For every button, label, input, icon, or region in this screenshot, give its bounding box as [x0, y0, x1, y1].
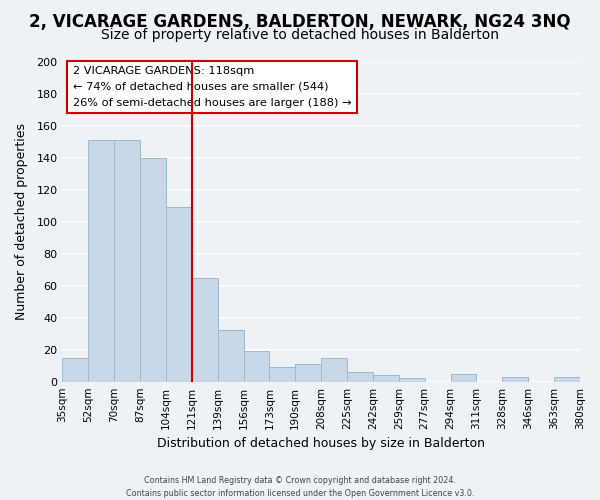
Bar: [502, 377, 528, 382]
Bar: [192, 278, 218, 382]
Text: 2, VICARAGE GARDENS, BALDERTON, NEWARK, NG24 3NQ: 2, VICARAGE GARDENS, BALDERTON, NEWARK, …: [29, 12, 571, 30]
X-axis label: Distribution of detached houses by size in Balderton: Distribution of detached houses by size …: [157, 437, 485, 450]
Bar: [295, 364, 321, 382]
Bar: [347, 372, 373, 382]
Bar: [114, 140, 140, 382]
Bar: [218, 330, 244, 382]
Bar: [554, 377, 580, 382]
Bar: [62, 358, 88, 382]
Bar: [244, 352, 269, 382]
Bar: [451, 374, 476, 382]
Bar: [399, 378, 425, 382]
Y-axis label: Number of detached properties: Number of detached properties: [15, 123, 28, 320]
Bar: [321, 358, 347, 382]
Text: Contains HM Land Registry data © Crown copyright and database right 2024.
Contai: Contains HM Land Registry data © Crown c…: [126, 476, 474, 498]
Text: Size of property relative to detached houses in Balderton: Size of property relative to detached ho…: [101, 28, 499, 42]
Bar: [166, 207, 192, 382]
Bar: [88, 140, 114, 382]
Text: 2 VICARAGE GARDENS: 118sqm
← 74% of detached houses are smaller (544)
26% of sem: 2 VICARAGE GARDENS: 118sqm ← 74% of deta…: [73, 66, 351, 108]
Bar: [373, 376, 399, 382]
Bar: [269, 368, 295, 382]
Bar: [140, 158, 166, 382]
